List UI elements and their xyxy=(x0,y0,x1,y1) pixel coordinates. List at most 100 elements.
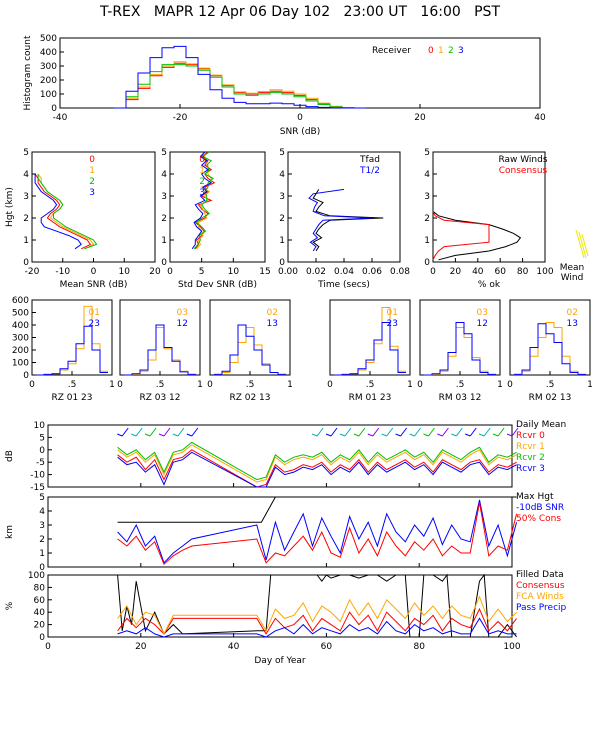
rm_hist-bars-1-12 xyxy=(424,322,496,376)
pct_ok-ytick-label: 5 xyxy=(424,148,430,158)
mean_snr-xtick-label: 10 xyxy=(119,267,131,277)
time-ytick-label: 0 xyxy=(279,258,285,268)
rm_hist-0-xtick-label: 0 xyxy=(327,380,333,390)
heights-ytick-label: 5 xyxy=(39,493,45,503)
daily_mean-legend-Rcvr3: Rcvr 3 xyxy=(516,464,545,474)
heights-legend-MaxHgt: Max Hgt xyxy=(516,492,554,502)
daily_mean-series-Rcvr2 xyxy=(117,441,517,481)
heights-legend-10dBSNR: -10dB SNR xyxy=(516,503,564,513)
rz_hist-legend-2-1: 13 xyxy=(267,319,278,329)
mean_snr-series-3 xyxy=(34,174,82,250)
rz_hist-legend-1-0: 03 xyxy=(177,308,188,318)
histogram-xtick-label: 0 xyxy=(297,113,303,123)
histogram-xtick-label: 20 xyxy=(414,113,426,123)
time-xtick-label: 0.04 xyxy=(334,267,354,277)
std_snr-xlabel: Std Dev SNR (dB) xyxy=(178,280,257,290)
std_snr-xtick-label: 0 xyxy=(167,267,173,277)
wind-barb xyxy=(144,427,157,437)
histogram-legend-2: 2 xyxy=(448,46,454,56)
rz_hist-xlabel-0: RZ 01 23 xyxy=(51,393,92,403)
rz_hist-bars-0-23 xyxy=(36,325,108,376)
rm_hist-1-xtick-label: 1 xyxy=(497,380,503,390)
pct_ok-xtick-label: 20 xyxy=(450,267,462,277)
mean_snr-xtick-label: -20 xyxy=(25,267,40,277)
rm_hist-1-xtick-label: 0 xyxy=(417,380,423,390)
wind-barb xyxy=(339,427,352,437)
time-ytick-label: 3 xyxy=(279,192,285,202)
filled-xtick-label: 100 xyxy=(503,642,520,652)
rz_hist-bars-2-02 xyxy=(214,327,286,375)
wind-barb xyxy=(367,427,380,437)
daily_mean-legend-Rcvr0: Rcvr 0 xyxy=(516,431,545,441)
filled-series-PassPrecip xyxy=(117,617,517,638)
pct_ok-xtick-label: 60 xyxy=(494,267,506,277)
mean_snr-series-0 xyxy=(34,173,92,250)
daily_mean-legend-Rcvr1: Rcvr 1 xyxy=(516,442,545,452)
histogram-series-1 xyxy=(114,61,366,109)
rz_hist-xlabel-2: RZ 02 13 xyxy=(229,393,270,403)
rm_hist-0-xtick-label: 1 xyxy=(407,380,413,390)
histogram-ytick-label: 200 xyxy=(40,76,57,86)
histogram-ytick-label: 100 xyxy=(40,90,57,100)
std_snr-ytick-label: 0 xyxy=(161,258,167,268)
heights-ytick-label: 0 xyxy=(39,563,45,573)
histogram-series-3 xyxy=(114,45,366,109)
rz_hist-ytick-label: 0 xyxy=(23,371,29,381)
mean_snr-ytick-label: 2 xyxy=(23,214,29,224)
filled-frame xyxy=(47,574,513,638)
rm_hist-frame-1 xyxy=(419,299,501,376)
pct_ok-xtick-label: 100 xyxy=(536,267,553,277)
rm_hist-bars-1-03 xyxy=(424,327,496,376)
pct_ok-series-RawWinds xyxy=(432,211,522,261)
wind-barb xyxy=(172,427,185,437)
rm_hist-xlabel-2: RM 02 13 xyxy=(529,393,572,403)
time-xtick-label: 0.00 xyxy=(278,267,298,277)
daily_mean-series-Rcvr0 xyxy=(117,449,517,488)
pct_ok-ytick-label: 3 xyxy=(424,192,430,202)
heights-ytick-label: 2 xyxy=(39,535,45,545)
time-ytick-label: 1 xyxy=(279,236,285,246)
rm_hist-0-xtick-label: .5 xyxy=(366,380,375,390)
wind-barb xyxy=(117,427,129,437)
mean_snr-series-2 xyxy=(37,174,98,250)
time-xtick-label: 0.08 xyxy=(390,267,410,277)
std_snr-frame xyxy=(169,151,266,263)
rm_hist-legend-0-0: 01 xyxy=(387,308,398,318)
rz_hist-ytick-label: 500 xyxy=(12,309,29,319)
pct_ok-series-Consensus xyxy=(432,211,490,261)
pct_ok-ytick-label: 1 xyxy=(424,236,430,246)
time-xlabel: Time (secs) xyxy=(317,280,370,290)
daily_mean-ylabel: dB xyxy=(5,450,15,462)
mean_snr-xlabel: Mean SNR (dB) xyxy=(60,280,128,290)
daily_mean-frame xyxy=(47,424,513,488)
rm_hist-bars-2-02 xyxy=(514,322,586,375)
rz_hist-ytick-label: 300 xyxy=(12,334,29,344)
histogram-ytick-label: 500 xyxy=(40,34,57,44)
rz_hist-1-xtick-label: .5 xyxy=(156,380,165,390)
heights-ylabel: km xyxy=(5,525,15,539)
filled-xtick-label: 40 xyxy=(228,642,240,652)
rz_hist-0-xtick-label: 0 xyxy=(29,380,35,390)
rm_hist-xlabel-0: RM 01 23 xyxy=(349,393,392,403)
rz_hist-xlabel-1: RZ 03 12 xyxy=(139,393,180,403)
mean_snr-series-1 xyxy=(37,173,95,250)
rz_hist-ytick-label: 600 xyxy=(12,296,29,306)
time-series-T12 xyxy=(308,188,373,252)
rz_hist-legend-0-0: 01 xyxy=(89,308,100,318)
wind-barb xyxy=(451,427,463,437)
std_snr-xtick-label: 10 xyxy=(228,267,240,277)
mean_snr-ytick-label: 4 xyxy=(23,170,29,180)
heights-series-10dBSNR xyxy=(117,499,518,564)
heights-ytick-label: 3 xyxy=(39,521,45,531)
time-xtick-label: 0.02 xyxy=(306,267,326,277)
filled-ytick-label: 20 xyxy=(34,621,46,631)
filled-legend-FilledData: Filled Data xyxy=(516,570,564,580)
time-xtick-label: 0.06 xyxy=(362,267,382,277)
pct_ok-xtick-label: 0 xyxy=(430,267,436,277)
mean_snr-legend-0: 0 xyxy=(89,155,95,165)
rz_hist-0-xtick-label: .5 xyxy=(68,380,77,390)
daily_mean-series-Rcvr3 xyxy=(117,451,517,488)
rz_hist-ytick-label: 400 xyxy=(12,321,29,331)
filled-ytick-label: 80 xyxy=(34,583,46,593)
rz_hist-1-xtick-label: 1 xyxy=(197,380,203,390)
